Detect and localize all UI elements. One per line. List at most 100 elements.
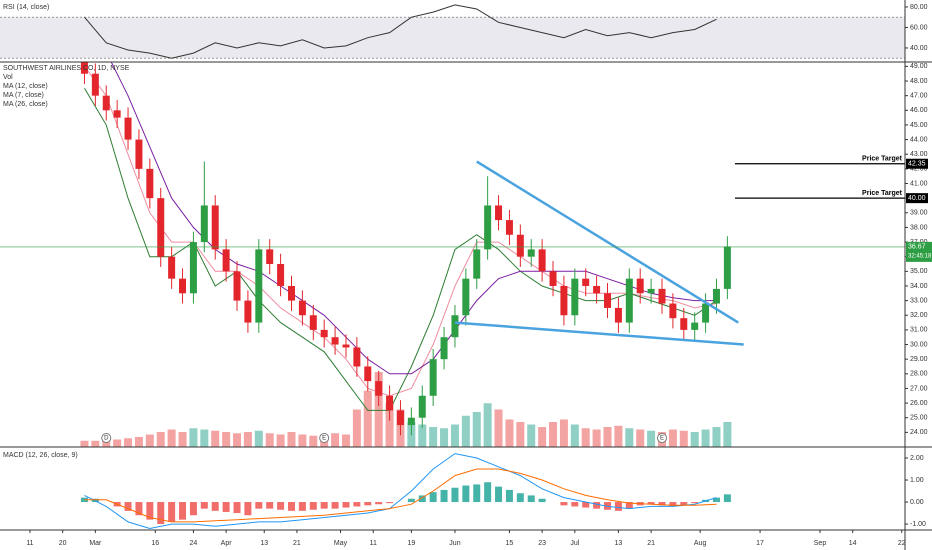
target-box: [906, 193, 928, 204]
candle-body: [244, 300, 252, 323]
volume-bar: [690, 432, 699, 447]
macd-line: [84, 468, 717, 523]
candle-body: [462, 278, 470, 316]
candle-body: [80, 62, 88, 74]
candle-body: [702, 303, 710, 323]
x-tick-label: 13: [615, 540, 623, 547]
macd-histogram-bar: [723, 494, 731, 503]
event-label: D: [104, 436, 109, 442]
macd-histogram-bar: [364, 502, 372, 506]
candle-body: [135, 139, 143, 169]
volume-bar: [450, 424, 459, 447]
moving-average: [84, 66, 717, 397]
volume-bar: [472, 412, 481, 447]
y-tick-label: 0.00: [910, 499, 924, 506]
macd-histogram-bar: [189, 502, 197, 516]
candle-body: [669, 303, 677, 319]
x-tick-label: 11: [370, 540, 377, 547]
y-tick-label: -1.00: [910, 521, 926, 528]
x-tick-label: 14: [849, 540, 857, 547]
volume-bar: [341, 434, 350, 447]
candle-body: [168, 256, 176, 279]
volume-bar: [200, 429, 209, 447]
macd-histogram-bar: [691, 502, 699, 504]
macd-histogram-bar: [233, 502, 241, 514]
volume-bar: [625, 428, 634, 447]
candle-body: [484, 205, 492, 250]
x-tick-label: 13: [260, 540, 268, 547]
volume-bar: [440, 428, 449, 447]
volume-bar: [276, 434, 285, 447]
target-text: Price Target: [862, 156, 903, 163]
macd-histogram-bar: [255, 502, 263, 509]
volume-bar: [592, 429, 601, 447]
x-tick-label: 19: [407, 540, 415, 547]
macd-histogram-bar: [124, 502, 132, 511]
volume-bar: [211, 430, 220, 447]
volume-bar: [298, 434, 307, 447]
volume-bar: [668, 429, 677, 447]
macd-histogram-bar: [331, 502, 339, 509]
volume-bar: [156, 432, 165, 447]
macd-histogram-bar: [625, 502, 633, 509]
y-tick-label: 38.00: [910, 224, 928, 231]
volume-bar: [559, 419, 568, 447]
volume-bar: [494, 409, 503, 447]
event-marker: [101, 433, 112, 443]
x-tick-label: 22: [898, 540, 906, 547]
rsi-pane: [0, 4, 905, 59]
volume-bar: [483, 403, 492, 447]
candle-body: [309, 315, 317, 330]
candle-body: [211, 205, 219, 250]
y-tick-label: 42.00: [910, 166, 928, 173]
y-tick-label: 35.00: [910, 268, 928, 275]
macd-histogram-bar: [495, 486, 503, 503]
y-tick-label: 30.00: [910, 341, 928, 348]
candle-body: [124, 117, 132, 140]
trend-line: [476, 160, 739, 324]
volume-bar: [712, 427, 721, 447]
candle-body: [287, 285, 295, 301]
volume-bar: [134, 437, 143, 447]
macd-histogram-bar: [407, 498, 415, 503]
y-tick-label: 49.00: [910, 63, 928, 70]
macd-histogram-bar: [168, 502, 176, 522]
volume-bar: [287, 432, 296, 447]
volume-bar: [679, 430, 688, 447]
target-text: Price Target: [862, 190, 903, 197]
macd-histogram-bar: [440, 489, 448, 503]
last-price-label: 36.67: [908, 244, 926, 251]
candle-body: [364, 366, 372, 382]
macd-histogram-bar: [712, 497, 720, 503]
y-tick-label: 47.00: [910, 93, 928, 100]
x-tick-label: 24: [190, 540, 198, 547]
candle-body: [582, 278, 590, 286]
event-marker: [656, 433, 667, 443]
volume-bar: [243, 432, 252, 447]
x-tick-label: 16: [151, 540, 159, 547]
target-label: 40.00: [908, 195, 926, 202]
y-tick-label: 1.00: [910, 477, 924, 484]
volume-bar: [374, 372, 383, 447]
volume-bar: [429, 427, 438, 447]
macd-histogram-bar: [157, 502, 165, 525]
volume-bar: [145, 434, 154, 447]
y-tick-label: 29.00: [910, 356, 928, 363]
macd-histogram-bar: [560, 502, 568, 506]
volume-bar: [723, 422, 732, 447]
x-tick-label: 23: [538, 540, 546, 547]
x-tick-label: Apr: [221, 540, 233, 547]
event-marker: [319, 433, 330, 443]
macd-histogram-bar: [538, 498, 546, 503]
macd-histogram-bar: [669, 502, 677, 507]
y-tick-label: 48.00: [910, 78, 928, 85]
candle-body: [146, 168, 154, 199]
candle-body: [680, 318, 688, 330]
macd-pane: [80, 453, 731, 530]
y-tick-label: 60.00: [910, 24, 928, 31]
volume-bar: [167, 429, 176, 447]
x-tick-label: May: [334, 540, 348, 547]
candle-body: [233, 271, 241, 301]
candle-body: [516, 234, 524, 257]
